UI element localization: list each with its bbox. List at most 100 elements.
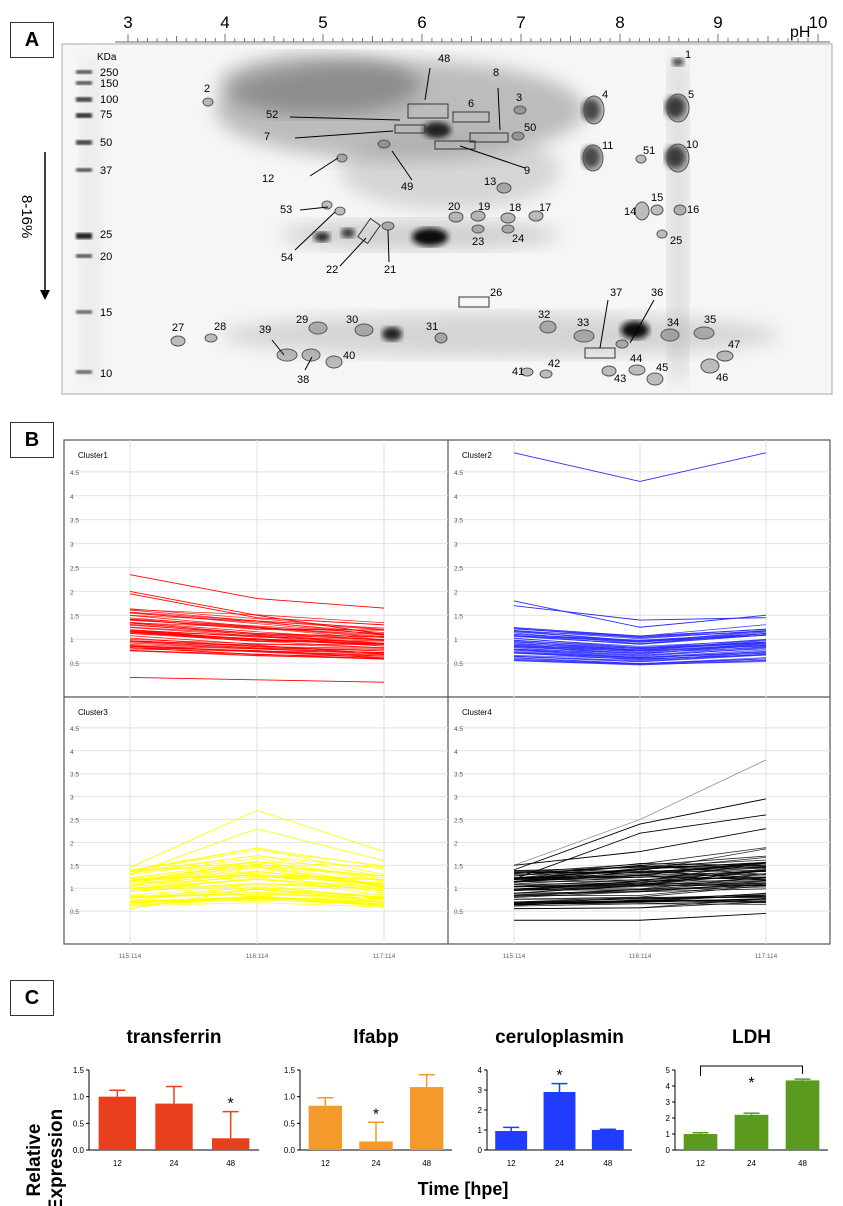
bar-y-tick: 1 xyxy=(666,1130,671,1139)
bar-x-tick: 48 xyxy=(226,1159,235,1168)
spot-label: 54 xyxy=(281,252,293,264)
spot-label: 30 xyxy=(346,314,358,326)
spot-label: 43 xyxy=(614,373,626,385)
cluster-y-tick: 2.5 xyxy=(70,818,79,825)
ylabel-line1: Relative xyxy=(24,1124,45,1197)
cluster-y-tick: 3 xyxy=(70,542,74,549)
spot-label: 48 xyxy=(438,53,450,65)
spot-label: 1 xyxy=(685,49,691,61)
cluster-y-tick: 3.5 xyxy=(454,772,463,779)
bar xyxy=(591,1130,624,1150)
bar-y-tick: 3 xyxy=(478,1086,483,1095)
gradient-arrow-head xyxy=(40,290,50,300)
cluster-y-tick: 3.5 xyxy=(70,518,79,525)
cluster-y-tick: 2 xyxy=(454,840,458,847)
spot-label: 51 xyxy=(643,145,655,157)
bar xyxy=(211,1138,250,1150)
bar-y-tick: 0 xyxy=(666,1146,671,1155)
spot-label: 33 xyxy=(577,317,589,329)
clusters-figure: 0.5 1 1.5 2 2.5 3 3.5 4 4.5 Cluster1 0.5 1 1.5 2 2.5 3 3… xyxy=(63,439,831,960)
cluster-y-tick: 1.5 xyxy=(70,863,79,870)
bar-x-tick: 24 xyxy=(747,1159,756,1168)
spot-label: 28 xyxy=(214,321,226,333)
bar-y-tick: 1.0 xyxy=(284,1093,296,1102)
panel-label-b: B xyxy=(10,422,54,458)
spot-label: 47 xyxy=(728,339,740,351)
spot-label: 52 xyxy=(266,109,278,121)
gel-annotation-boxes xyxy=(357,103,616,359)
gel-annotated-spots xyxy=(170,93,734,386)
spot-label: 45 xyxy=(656,362,668,374)
bar-y-tick: 1 xyxy=(478,1126,483,1135)
spot-label: 44 xyxy=(630,353,642,365)
bar-y-tick: 3 xyxy=(666,1098,671,1107)
bar-x-tick: 48 xyxy=(798,1159,807,1168)
spot-label: 42 xyxy=(548,358,560,370)
kda-marker-label: 37 xyxy=(100,165,112,177)
bar-y-tick: 2 xyxy=(666,1114,671,1123)
gel-dark-spots xyxy=(314,58,685,341)
ladder-bands xyxy=(76,70,92,374)
cluster-y-tick: 1 xyxy=(454,637,458,644)
cluster-y-tick: 0.5 xyxy=(454,661,463,668)
bar-y-tick: 4 xyxy=(666,1082,671,1091)
spot-label: 21 xyxy=(384,264,396,276)
ph-tick-label: 7 xyxy=(516,13,525,32)
cluster-y-tick: 4.5 xyxy=(70,470,79,477)
cluster-y-tick: 1 xyxy=(454,886,458,893)
cluster-y-tick: 3 xyxy=(454,795,458,802)
spot-label: 12 xyxy=(262,173,274,185)
spot-label: 17 xyxy=(539,202,551,214)
cluster-y-tick: 3 xyxy=(454,542,458,549)
cluster-y-tick: 4 xyxy=(454,494,458,501)
cluster-y-tick: 0.5 xyxy=(454,909,463,916)
ph-tick-label: 10 xyxy=(809,13,828,32)
bar xyxy=(683,1134,718,1150)
spot-label: 20 xyxy=(448,201,460,213)
spot-label: 29 xyxy=(296,314,308,326)
cluster-x-tick: 115:114 xyxy=(503,953,526,960)
spot-label: 14 xyxy=(624,206,636,218)
cluster-y-tick: 1.5 xyxy=(454,863,463,870)
kda-marker-label: 150 xyxy=(100,78,118,90)
kda-marker-label: 25 xyxy=(100,229,112,241)
bar-x-tick: 12 xyxy=(113,1159,122,1168)
cluster-y-tick: 2.5 xyxy=(454,818,463,825)
bar xyxy=(785,1080,820,1150)
spot-label: 53 xyxy=(280,204,292,216)
panel-label-c: C xyxy=(10,980,54,1016)
spot-label: 32 xyxy=(538,309,550,321)
bar-y-tick: 5 xyxy=(666,1066,671,1075)
cluster-x-tick: 116:114 xyxy=(629,953,652,960)
bar xyxy=(734,1114,769,1150)
significance-mark: * xyxy=(373,1106,379,1123)
bar-y-tick: 1.5 xyxy=(284,1066,296,1075)
cluster-name: Cluster1 xyxy=(78,451,108,460)
spot-label: 41 xyxy=(512,366,524,378)
bar-chart-title: LDH xyxy=(732,1027,771,1048)
kda-marker-label: 250 xyxy=(100,67,118,79)
spot-label: 31 xyxy=(426,321,438,333)
bar-y-tick: 1.5 xyxy=(73,1066,85,1075)
cluster-plot-2: 0.5 1 1.5 2 2.5 3 3.5 4 4.5 Cluster2 xyxy=(454,440,830,697)
kda-marker-label: 75 xyxy=(100,109,112,121)
bar xyxy=(543,1092,576,1150)
bar-y-tick: 1.0 xyxy=(73,1093,85,1102)
cluster-y-tick: 4.5 xyxy=(454,726,463,733)
cluster-y-tick: 4 xyxy=(70,494,74,501)
spot-label: 10 xyxy=(686,139,698,151)
ph-ruler-ticks xyxy=(127,34,819,42)
bar-y-tick: 0.0 xyxy=(284,1146,296,1155)
cluster-y-tick: 0.5 xyxy=(70,661,79,668)
bar-y-tick: 0 xyxy=(478,1146,483,1155)
spot-label: 19 xyxy=(478,201,490,213)
xlabel: Time [hpe] xyxy=(418,1179,509,1199)
kda-marker-label: 15 xyxy=(100,307,112,319)
spot-label: 7 xyxy=(264,131,270,143)
bar-x-tick: 24 xyxy=(372,1159,381,1168)
bar-x-tick: 48 xyxy=(422,1159,431,1168)
spot-label: 3 xyxy=(516,92,522,104)
